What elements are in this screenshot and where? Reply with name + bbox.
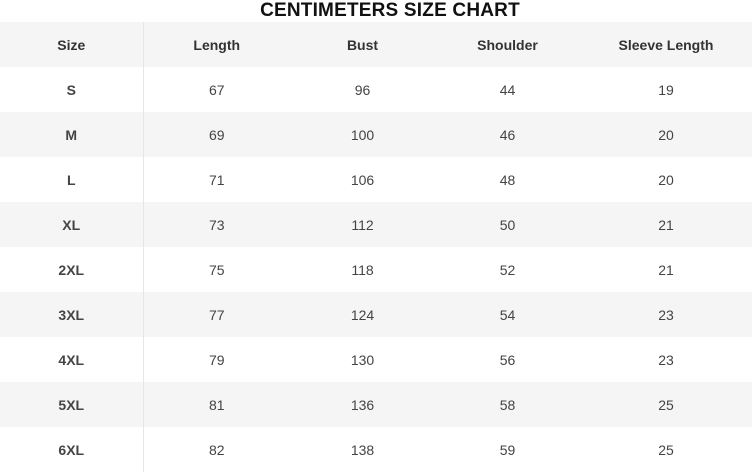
table-row: XL 73 112 50 21 (0, 202, 752, 247)
cell-sleeve-length: 21 (658, 216, 674, 233)
cell-sleeve-length: 19 (658, 81, 674, 98)
header-shoulder: Shoulder (477, 36, 538, 53)
cell-length: 71 (208, 171, 225, 188)
cell-shoulder: 52 (499, 261, 516, 278)
cell-size: 6XL (0, 427, 144, 472)
cell-size: 2XL (0, 247, 144, 292)
header-sleeve-length: Sleeve Length (618, 36, 714, 53)
table-row: S 67 96 44 19 (0, 67, 752, 112)
cell-size: XL (0, 202, 144, 247)
cell-size: 4XL (0, 337, 144, 382)
cell-sleeve-length: 23 (658, 306, 674, 323)
table-row: 6XL 82 138 59 25 (0, 427, 752, 472)
cell-size: 5XL (0, 382, 144, 427)
cell-shoulder: 58 (499, 396, 516, 413)
cell-sleeve-length: 20 (658, 171, 674, 188)
cell-length: 75 (208, 261, 225, 278)
size-chart-table: Size Length Bust Shoulder Sleeve Length … (0, 22, 752, 472)
cell-length: 79 (208, 351, 225, 368)
cell-bust: 100 (350, 126, 375, 143)
table-row: M 69 100 46 20 (0, 112, 752, 157)
cell-size: L (0, 157, 144, 202)
cell-sleeve-length: 25 (658, 441, 674, 458)
header-bust: Bust (346, 36, 379, 53)
cell-bust: 96 (354, 81, 371, 98)
table-row: L 71 106 48 20 (0, 157, 752, 202)
cell-shoulder: 46 (499, 126, 516, 143)
cell-shoulder: 59 (499, 441, 516, 458)
cell-bust: 112 (351, 216, 374, 233)
cell-shoulder: 44 (499, 81, 516, 98)
cell-bust: 124 (350, 306, 375, 323)
cell-sleeve-length: 21 (658, 261, 674, 278)
cell-length: 77 (208, 306, 225, 323)
cell-length: 73 (208, 216, 225, 233)
cell-sleeve-length: 23 (658, 351, 674, 368)
cell-shoulder: 48 (499, 171, 516, 188)
table-row: 3XL 77 124 54 23 (0, 292, 752, 337)
table-row: 5XL 81 136 58 25 (0, 382, 752, 427)
cell-shoulder: 56 (499, 351, 516, 368)
cell-size: M (0, 112, 144, 157)
cell-bust: 130 (350, 351, 375, 368)
table-row: 2XL 75 118 52 21 (0, 247, 752, 292)
cell-length: 69 (208, 126, 225, 143)
header-size: Size (0, 22, 144, 67)
cell-shoulder: 50 (499, 216, 516, 233)
cell-size: S (0, 67, 144, 112)
cell-bust: 106 (350, 171, 375, 188)
chart-title: CENTIMETERS SIZE CHART (260, 0, 520, 21)
cell-bust: 138 (350, 441, 375, 458)
table-row: 4XL 79 130 56 23 (0, 337, 752, 382)
cell-bust: 118 (351, 261, 374, 278)
cell-bust: 136 (350, 396, 375, 413)
cell-sleeve-length: 20 (658, 126, 674, 143)
header-row: Size Length Bust Shoulder Sleeve Length (0, 22, 752, 67)
cell-length: 81 (208, 396, 225, 413)
cell-length: 67 (208, 81, 225, 98)
cell-shoulder: 54 (499, 306, 516, 323)
header-length: Length (193, 36, 241, 53)
cell-sleeve-length: 25 (658, 396, 674, 413)
cell-length: 82 (208, 441, 225, 458)
cell-size: 3XL (0, 292, 144, 337)
